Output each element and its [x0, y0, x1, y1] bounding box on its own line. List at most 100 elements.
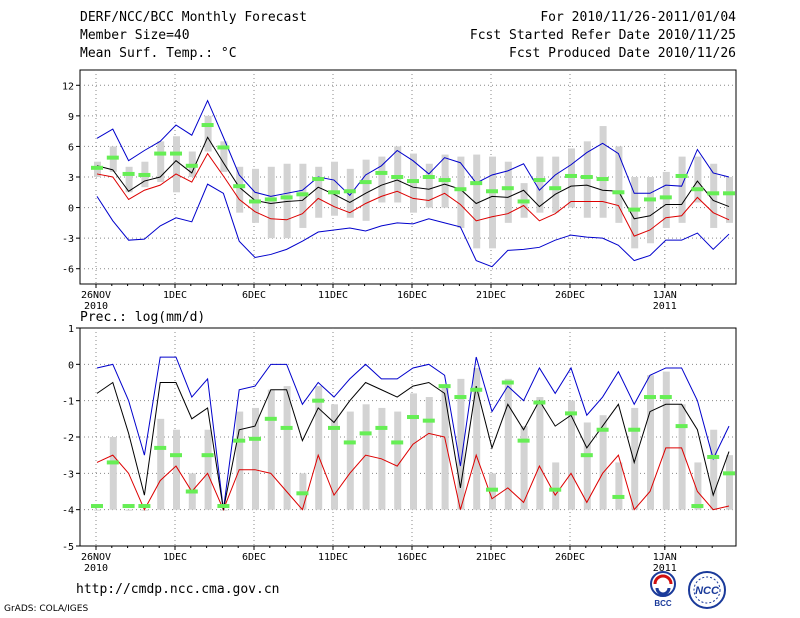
median-mark	[486, 189, 498, 194]
bcc-logo: BCC	[650, 571, 676, 608]
ensemble-box	[615, 462, 623, 510]
median-mark	[549, 487, 562, 492]
median-mark	[91, 504, 103, 509]
ensemble-box	[599, 126, 607, 218]
median-mark	[533, 400, 546, 405]
ensemble-box	[583, 141, 591, 218]
ensemble-box	[536, 397, 544, 510]
median-mark	[628, 207, 641, 212]
median-mark	[312, 398, 325, 403]
median-mark	[675, 424, 688, 429]
ensemble-box	[220, 509, 228, 511]
ensemble-box	[583, 422, 591, 510]
median-mark	[628, 427, 641, 432]
y-tick-label: -3	[62, 469, 74, 480]
median-mark	[422, 418, 435, 423]
ensemble-box	[410, 153, 417, 213]
median-mark	[517, 199, 530, 204]
median-mark	[296, 192, 309, 197]
ensemble-box	[315, 166, 323, 218]
ensemble-box	[710, 429, 718, 510]
median-mark	[138, 172, 151, 177]
lower-envelope-series-line	[96, 183, 730, 268]
y-tick-label: 0	[68, 360, 74, 371]
median-mark	[170, 151, 182, 156]
median-mark	[707, 191, 720, 196]
ensemble-box	[425, 163, 433, 208]
y-tick-label: -5	[62, 542, 74, 553]
x-tick-label: 16DEC	[397, 290, 427, 301]
y-tick-label: 0	[68, 204, 74, 215]
ensemble-box	[552, 462, 560, 510]
temp-variable-label: Mean Surf. Temp.: °C	[80, 46, 237, 61]
ensemble-box	[726, 455, 733, 510]
ensemble-box	[631, 407, 639, 510]
median-mark	[138, 504, 151, 509]
chart-title: DERF/NCC/BCC Monthly Forecast	[80, 10, 307, 25]
median-mark	[170, 453, 182, 458]
median-mark	[154, 151, 167, 156]
x-tick-year-label: 2010	[84, 563, 108, 574]
ensemble-box	[362, 404, 370, 510]
ensemble-box	[204, 429, 212, 510]
median-mark	[565, 411, 577, 416]
median-mark	[612, 494, 625, 499]
median-mark	[707, 454, 720, 459]
y-tick-label: 1	[68, 324, 74, 335]
median-mark	[596, 427, 609, 432]
x-tick-label: 6DEC	[242, 552, 266, 563]
ensemble-box	[267, 166, 275, 239]
median-mark	[533, 178, 546, 183]
x-tick-label: 11DEC	[318, 290, 348, 301]
ensemble-box	[157, 141, 165, 183]
ensemble-box	[473, 367, 481, 510]
ensemble-box	[710, 163, 718, 228]
median-mark	[691, 504, 704, 509]
ensemble-box	[662, 171, 670, 228]
y-tick-label: -6	[62, 265, 74, 276]
x-tick-label: 26NOV	[81, 552, 111, 563]
median-mark	[359, 180, 372, 185]
ensemble-box	[252, 407, 259, 510]
x-tick-label: 26DEC	[555, 290, 585, 301]
grads-credit: GrADS: COLA/IGES	[4, 604, 89, 614]
median-mark	[375, 425, 388, 430]
x-tick-year-label: 2011	[653, 301, 677, 312]
ensemble-box	[568, 400, 575, 510]
ensemble-box	[662, 371, 670, 510]
ensemble-box	[220, 141, 228, 172]
ensemble-box	[457, 156, 465, 228]
source-url[interactable]: http://cmdp.ncc.cma.gov.cn	[76, 582, 280, 597]
median-mark	[249, 436, 261, 441]
ensemble-box	[678, 404, 686, 510]
min-series-line	[96, 432, 730, 511]
y-tick-label: 3	[68, 173, 74, 184]
median-mark	[233, 184, 246, 189]
median-mark	[312, 177, 325, 182]
median-mark	[122, 171, 135, 176]
mean-series-line	[96, 381, 730, 510]
median-mark	[343, 440, 356, 445]
max-series-line	[96, 99, 730, 197]
median-mark	[201, 453, 214, 458]
median-mark	[328, 425, 340, 430]
x-tick-label: 26NOV	[81, 290, 111, 301]
median-mark	[185, 163, 198, 168]
y-tick-label: 12	[62, 81, 74, 92]
median-mark	[328, 190, 340, 195]
x-tick-label: 26DEC	[555, 552, 585, 563]
median-mark	[264, 197, 277, 202]
ensemble-box	[647, 177, 654, 244]
median-mark	[280, 425, 293, 430]
median-mark	[454, 395, 467, 400]
ensemble-box	[552, 156, 560, 213]
x-tick-label: 11DEC	[318, 552, 348, 563]
y-tick-label: -2	[62, 433, 74, 444]
ensemble-box	[504, 161, 512, 223]
ensemble-box	[346, 168, 354, 218]
y-tick-label: -1	[62, 397, 74, 408]
median-mark	[391, 440, 404, 445]
median-mark	[580, 453, 593, 458]
ensemble-box	[615, 146, 623, 223]
median-mark	[375, 170, 388, 175]
